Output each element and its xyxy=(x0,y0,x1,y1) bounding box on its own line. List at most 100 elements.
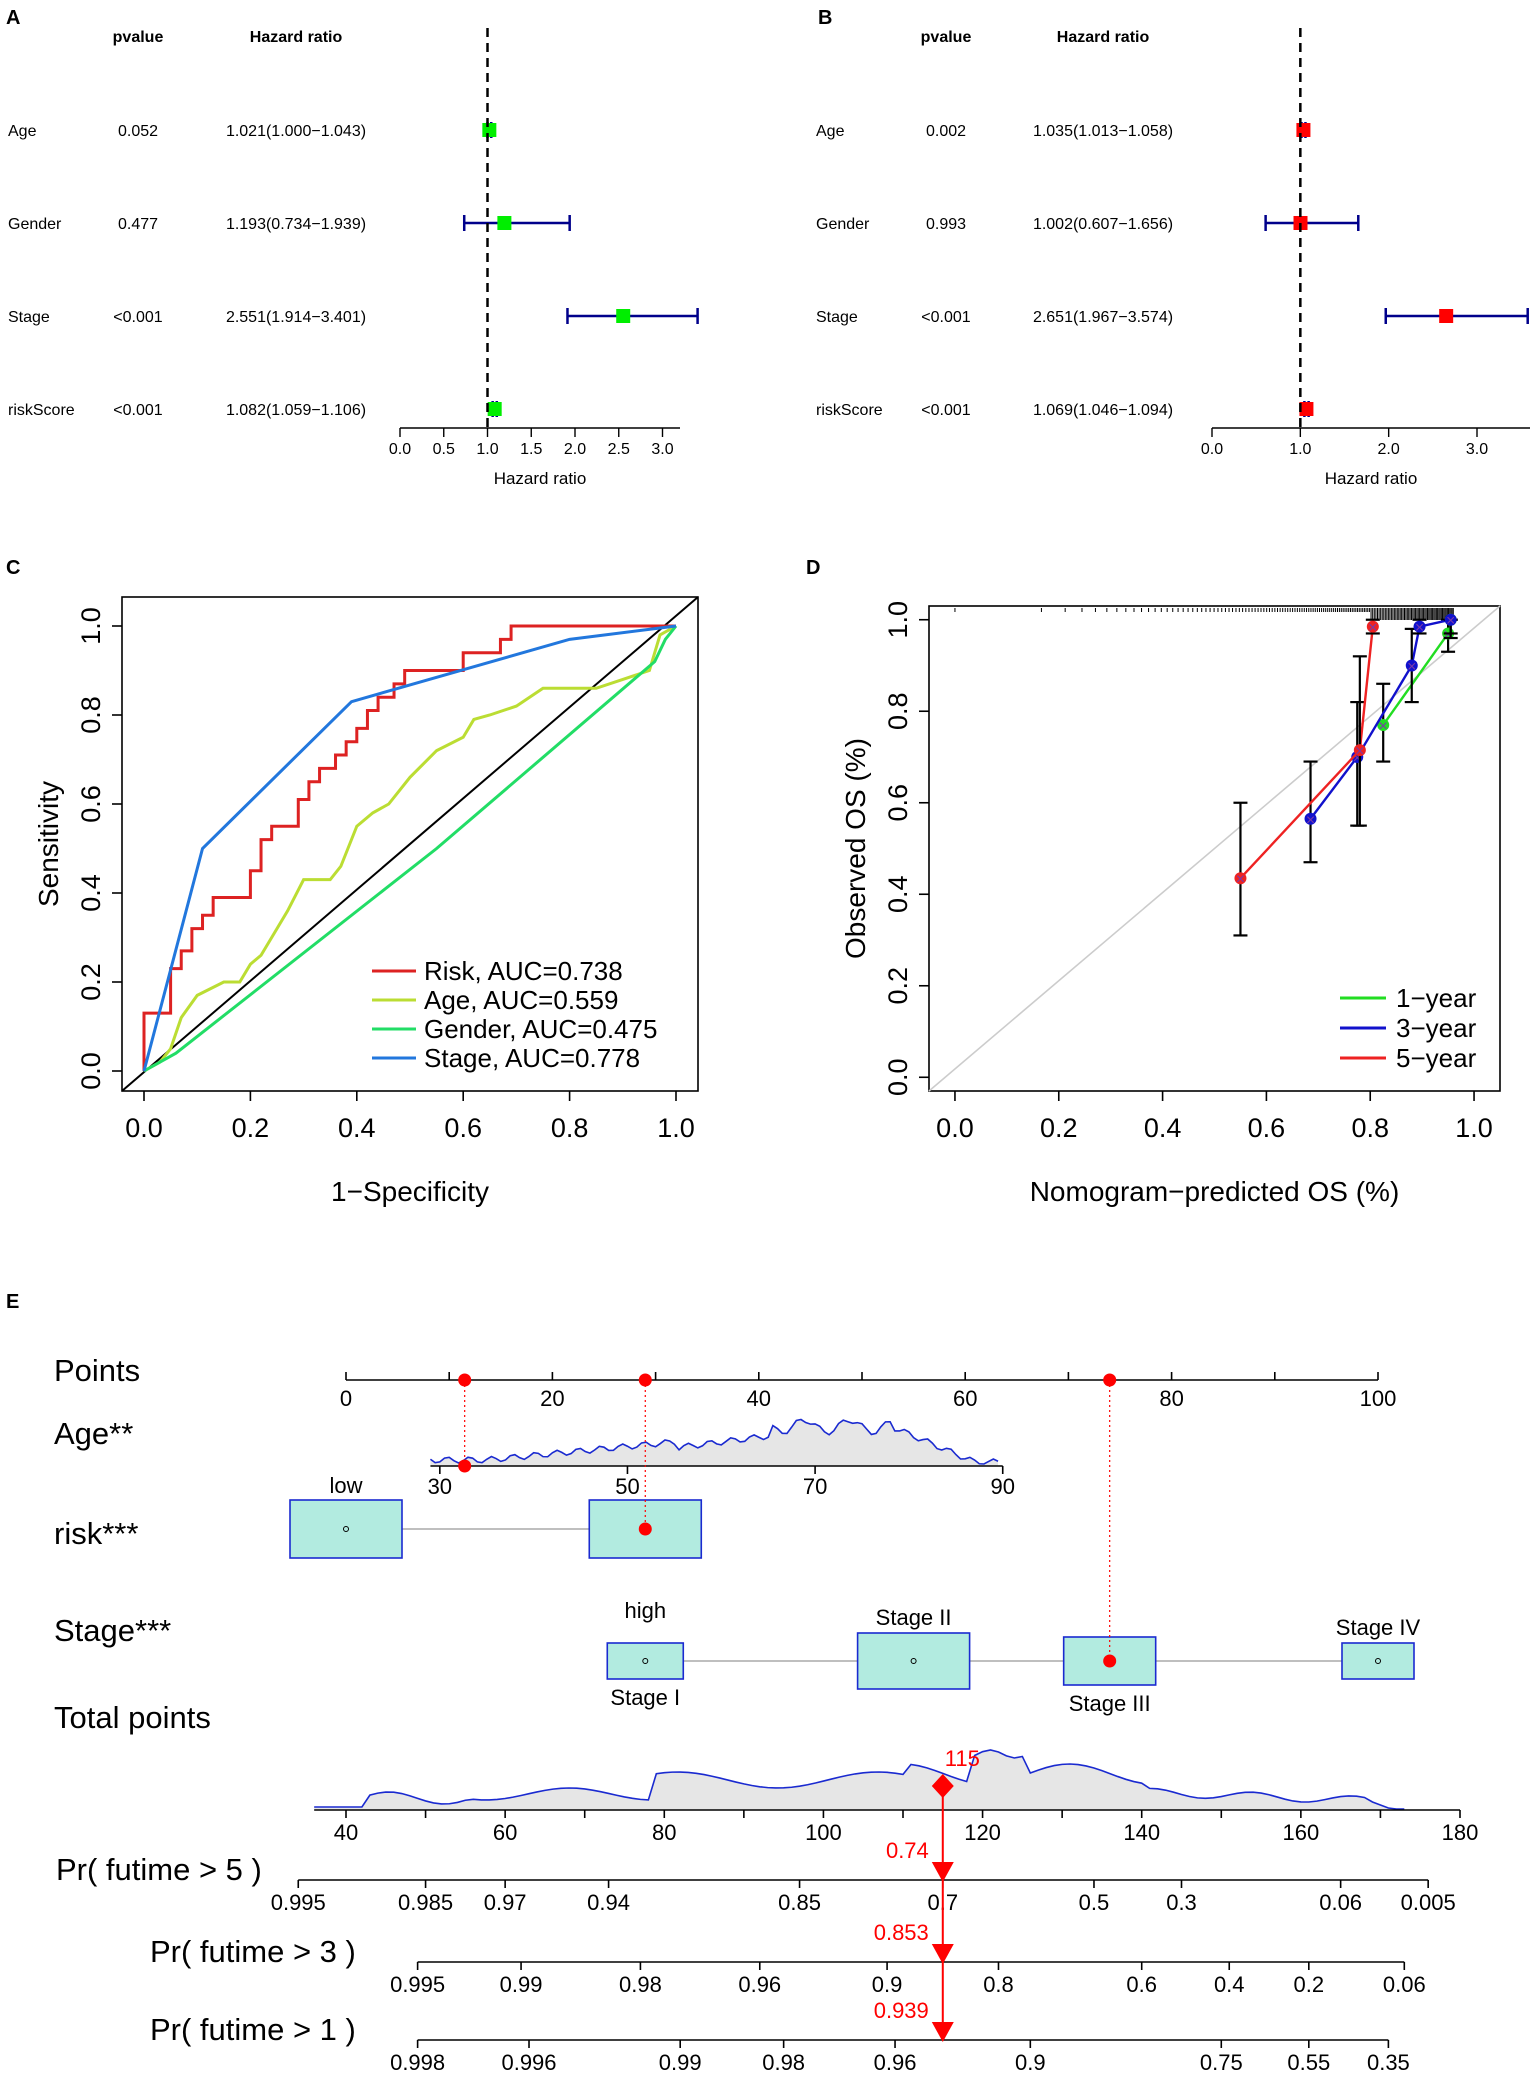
x-tick-label: 0.6 xyxy=(1248,1113,1286,1143)
legend-label: 1−year xyxy=(1396,983,1477,1013)
points-tick-label: 40 xyxy=(747,1386,771,1411)
calibration-point xyxy=(1353,744,1366,757)
x-tick-label: 0.5 xyxy=(433,441,455,458)
x-tick-label: 1.5 xyxy=(520,441,542,458)
x-tick-label: 1.0 xyxy=(1455,1113,1493,1143)
x-tick-label: 0.0 xyxy=(1201,441,1223,458)
legend-label: 5−year xyxy=(1396,1043,1477,1073)
calibration-cross: × xyxy=(1353,750,1362,767)
row-label-pr1: Pr( futime > 1 ) xyxy=(150,2012,356,2047)
total-selection-label: 115 xyxy=(945,1746,980,1771)
calibration-point xyxy=(1234,872,1247,885)
calibration-point xyxy=(1444,613,1457,626)
y-tick-label: 0.4 xyxy=(76,874,106,912)
x-axis-title: Hazard ratio xyxy=(494,469,587,488)
x-tick-label: 0.4 xyxy=(338,1113,376,1143)
pr3-tick-label: 0.995 xyxy=(390,1972,445,1997)
points-tick-label: 80 xyxy=(1159,1386,1183,1411)
x-tick-label: 0.6 xyxy=(444,1113,482,1143)
y-tick-label: 0.4 xyxy=(883,875,913,913)
risk-level-box xyxy=(289,1499,403,1559)
risk-level-dot xyxy=(343,1526,349,1532)
pr3-tick-label: 0.96 xyxy=(738,1972,781,1997)
panel-b-forest-plot: B pvalue Hazard ratio Age 0.002 1.035(1.013−… xyxy=(816,7,1530,488)
forest-row-pvalue: <0.001 xyxy=(113,309,162,326)
pvalue-header: pvalue xyxy=(113,29,164,46)
hazard-ratio-header: Hazard ratio xyxy=(250,29,343,46)
calibration-cross: × xyxy=(1368,620,1377,637)
legend-label: Gender, AUC=0.475 xyxy=(424,1014,657,1044)
y-axis-title: Sensitivity xyxy=(33,781,64,907)
pr5-tick-label: 0.06 xyxy=(1319,1890,1362,1915)
panel-c-roc-curve: C 0.0 0.0 0.2 0.2 0.4 0.4 0.6 0.6 0.8 0.8 1.0 1.0 1−… xyxy=(6,557,699,1207)
pr1-tick-label: 0.75 xyxy=(1200,2050,1243,2075)
pvalue-header: pvalue xyxy=(921,29,972,46)
row-label-points: Points xyxy=(54,1353,140,1388)
x-tick-label: 3.0 xyxy=(651,441,673,458)
x-tick-label: 2.0 xyxy=(564,441,586,458)
forest-row-label: Age xyxy=(8,123,37,140)
total-tick-label: 40 xyxy=(334,1820,358,1845)
x-tick-label: 0.2 xyxy=(1040,1113,1078,1143)
x-tick-label: 1.0 xyxy=(657,1113,695,1143)
x-tick-label: 0.0 xyxy=(125,1113,163,1143)
total-tick-label: 60 xyxy=(493,1820,517,1845)
selected-point-dot xyxy=(638,1373,652,1387)
stage-level-box xyxy=(856,1632,971,1690)
forest-row-label: Stage xyxy=(8,309,50,326)
forest-row-pvalue: 0.002 xyxy=(926,123,966,140)
pr1-tick-label: 0.99 xyxy=(659,2050,702,2075)
calibration-point xyxy=(1366,620,1379,633)
selected-point-dot xyxy=(458,1373,472,1387)
total-tick-label: 80 xyxy=(652,1820,676,1845)
panel-a-forest-plot: A pvalue Hazard ratio Age 0.052 1.021(1.000−… xyxy=(6,7,699,488)
row-label-age: Age** xyxy=(54,1416,133,1451)
points-tick-label: 0 xyxy=(340,1386,352,1411)
y-tick-label: 0.2 xyxy=(76,963,106,1001)
stage-level-label: Stage III xyxy=(1069,1691,1151,1716)
pr3-tick-label: 0.06 xyxy=(1383,1972,1426,1997)
x-tick-label: 0.4 xyxy=(1144,1113,1182,1143)
forest-row-label: Stage xyxy=(816,309,858,326)
pr5-tick-label: 0.97 xyxy=(484,1890,527,1915)
calibration-cross: × xyxy=(1407,658,1416,675)
roc-series-line xyxy=(143,625,678,1073)
calibration-cross: × xyxy=(1306,812,1315,829)
y-tick-label: 1.0 xyxy=(76,607,106,645)
y-axis-title: Observed OS (%) xyxy=(840,738,871,959)
selected-point-dot xyxy=(458,1459,472,1473)
total-density-fill xyxy=(314,1750,1405,1810)
calibration-point xyxy=(1377,718,1390,731)
forest-row-label: riskScore xyxy=(8,402,75,419)
panel-d-calibration-curve: D 0.0 0.0 0.2 0.2 0.4 0.4 0.6 0.6 0.8 0.8 1.0 1.0 No… xyxy=(806,557,1501,1207)
forest-row-hr-text: 1.193(0.734−1.939) xyxy=(226,216,366,233)
pr1-tick-label: 0.9 xyxy=(1015,2050,1046,2075)
total-tick-label: 120 xyxy=(964,1820,1001,1845)
pr5-selection-label: 0.74 xyxy=(886,1838,929,1863)
stage-level-dot xyxy=(642,1658,649,1664)
age-tick-label: 30 xyxy=(428,1474,452,1499)
forest-row-label: Age xyxy=(816,123,845,140)
hazard-ratio-header: Hazard ratio xyxy=(1057,29,1150,46)
forest-row-label: Gender xyxy=(8,216,62,233)
hr-point xyxy=(482,123,497,137)
age-tick-label: 90 xyxy=(990,1474,1014,1499)
x-axis-title: Nomogram−predicted OS (%) xyxy=(1030,1176,1400,1207)
y-tick-label: 0.8 xyxy=(76,696,106,734)
forest-row-hr-text: 2.651(1.967−3.574) xyxy=(1033,309,1173,326)
x-axis-title: Hazard ratio xyxy=(1325,469,1418,488)
x-tick-label: 0.8 xyxy=(1351,1113,1389,1143)
stage-level-label: Stage II xyxy=(876,1605,952,1630)
plot-frame xyxy=(928,605,1501,1092)
age-tick-label: 70 xyxy=(803,1474,827,1499)
calibration-cross: × xyxy=(1379,718,1388,735)
hr-point xyxy=(1299,402,1314,416)
pr5-tick-label: 0.005 xyxy=(1401,1890,1456,1915)
forest-row-hr-text: 1.002(0.607−1.656) xyxy=(1033,216,1173,233)
forest-row-pvalue: 0.993 xyxy=(926,216,966,233)
y-tick-label: 0.0 xyxy=(76,1052,106,1090)
pr1-tick-label: 0.996 xyxy=(501,2050,556,2075)
selected-point-dot xyxy=(1103,1654,1117,1668)
pr1-tick-label: 0.55 xyxy=(1287,2050,1330,2075)
